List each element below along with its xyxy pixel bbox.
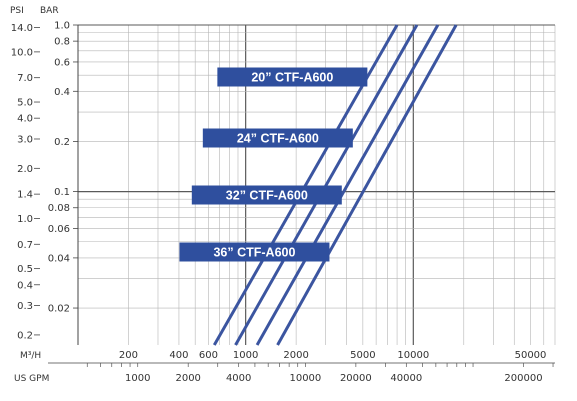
gpm-tick-label: 2000	[175, 373, 200, 384]
psi-axis-title: PSI	[10, 6, 24, 16]
gpm-tick-label: 4000	[226, 373, 251, 384]
series-label-text: 24” CTF-A600	[237, 132, 319, 146]
m3h-tick-label: 50000	[515, 350, 547, 361]
series-label-box	[217, 67, 368, 87]
psi-tick-label: 5.0	[17, 98, 33, 109]
series-label-text: 36” CTF-A600	[213, 246, 295, 260]
bar-tick-label: 0.2	[54, 137, 70, 148]
bar-tick-label: 0.6	[54, 57, 70, 68]
psi-tick-label: 0.2	[17, 330, 33, 341]
bar-tick-label: 0.06	[48, 224, 70, 235]
m3h-tick-label: 2000	[283, 350, 308, 361]
m3h-axis-title: M³/H	[20, 351, 41, 361]
axes: PSI BAR 1.0 0.8 0.6 0.4 0.2 0.1 0.08 0.06 0.04 0.02…	[10, 6, 555, 384]
gpm-tick-label: 200000	[504, 373, 542, 384]
psi-tick-label: 2.0	[17, 164, 33, 175]
bar-tick-label: 0.4	[54, 87, 70, 98]
psi-tick-label: 7.0	[17, 73, 33, 84]
psi-tick-label: 0.7	[17, 240, 33, 251]
series-line	[255, 24, 440, 346]
m3h-tick-label: 600	[199, 350, 218, 361]
psi-tick-label: 1.4	[17, 190, 33, 201]
psi-tick-label: 14.0	[11, 23, 33, 34]
m3h-tick-label: 5000	[350, 350, 375, 361]
series-line	[234, 24, 419, 346]
bar-tick-label: 0.02	[48, 304, 70, 315]
series-label-text: 20” CTF-A600	[251, 71, 333, 85]
psi-tick-label: 10.0	[11, 47, 33, 58]
bar-axis-title: BAR	[40, 6, 59, 16]
gpm-tick-label: 10000	[289, 373, 321, 384]
series-label-box	[179, 242, 330, 262]
series-labels: 20” CTF-A600 24” CTF-A600 32” CTF-A600 36” …	[179, 67, 368, 262]
gpm-axis-title: US GPM	[14, 374, 49, 384]
m3h-tick-label: 1000	[233, 350, 258, 361]
psi-tick-label: 3.0	[17, 134, 33, 145]
psi-tick-label: 0.5	[17, 264, 33, 275]
psi-tick-label: 4.0	[17, 114, 33, 125]
series-lines	[212, 24, 458, 346]
series-label-text: 32” CTF-A600	[226, 189, 308, 203]
m3h-tick-label: 10000	[397, 350, 429, 361]
psi-tick-label: 0.3	[17, 301, 33, 312]
series-label-box	[202, 128, 353, 148]
m3h-tick-label: 200	[119, 350, 138, 361]
series-line	[276, 24, 458, 346]
gpm-tick-label: 1000	[125, 373, 150, 384]
psi-tick-label: 0.4	[17, 280, 33, 291]
bar-tick-label: 0.8	[54, 37, 70, 48]
bar-tick-label: 0.08	[48, 203, 70, 214]
m3h-tick-label: 400	[169, 350, 188, 361]
bar-tick-label: 1.0	[54, 21, 70, 32]
gpm-tick-label: 40000	[390, 373, 422, 384]
series-label-box	[191, 185, 342, 205]
gpm-tick-label: 20000	[340, 373, 372, 384]
bar-tick-label: 0.04	[48, 253, 70, 264]
psi-tick-label: 1.0	[17, 214, 33, 225]
bar-tick-label: 0.1	[54, 187, 70, 198]
